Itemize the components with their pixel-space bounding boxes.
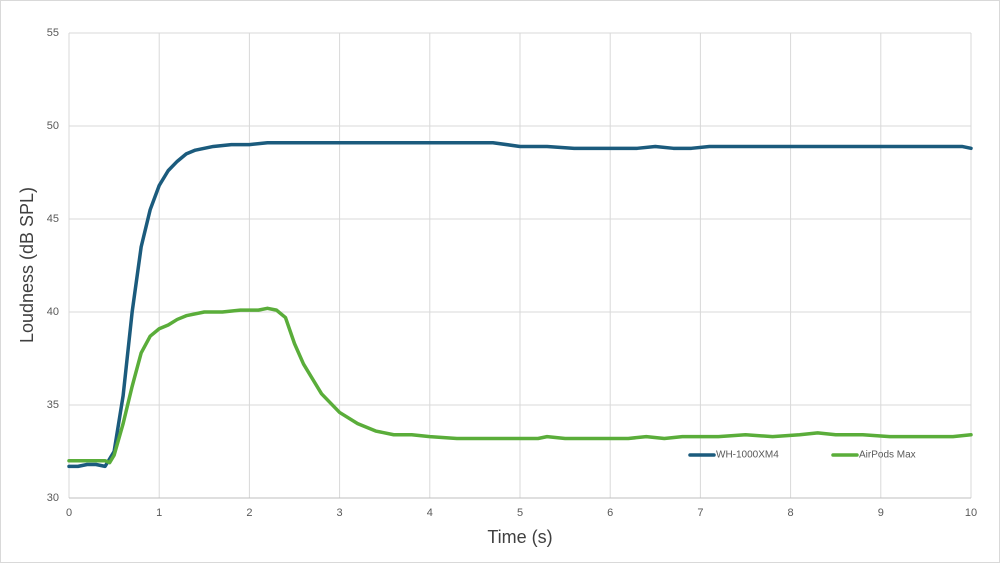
x-tick-label: 0 (66, 507, 72, 519)
x-tick-label: 2 (246, 507, 252, 519)
x-tick-label: 6 (607, 507, 613, 519)
y-tick-label: 55 (47, 27, 59, 39)
series-line (67, 306, 973, 465)
x-tick-label: 7 (697, 507, 703, 519)
y-axis-title: Loudness (dB SPL) (17, 187, 37, 343)
legend-label: WH-1000XM4 (716, 450, 779, 461)
x-tick-label: 3 (337, 507, 343, 519)
x-tick-label: 9 (878, 507, 884, 519)
y-tick-label: 50 (47, 120, 59, 132)
y-tick-label: 40 (47, 306, 59, 318)
series-line (67, 140, 973, 469)
y-tick-label: 45 (47, 213, 59, 225)
legend-label: AirPods Max (859, 450, 916, 461)
x-tick-label: 1 (156, 507, 162, 519)
x-tick-label: 8 (788, 507, 794, 519)
y-tick-label: 30 (47, 492, 59, 504)
x-tick-label: 5 (517, 507, 523, 519)
x-axis-title: Time (s) (487, 527, 552, 547)
x-tick-label: 10 (965, 507, 977, 519)
y-tick-label: 35 (47, 399, 59, 411)
x-tick-label: 4 (427, 507, 433, 519)
